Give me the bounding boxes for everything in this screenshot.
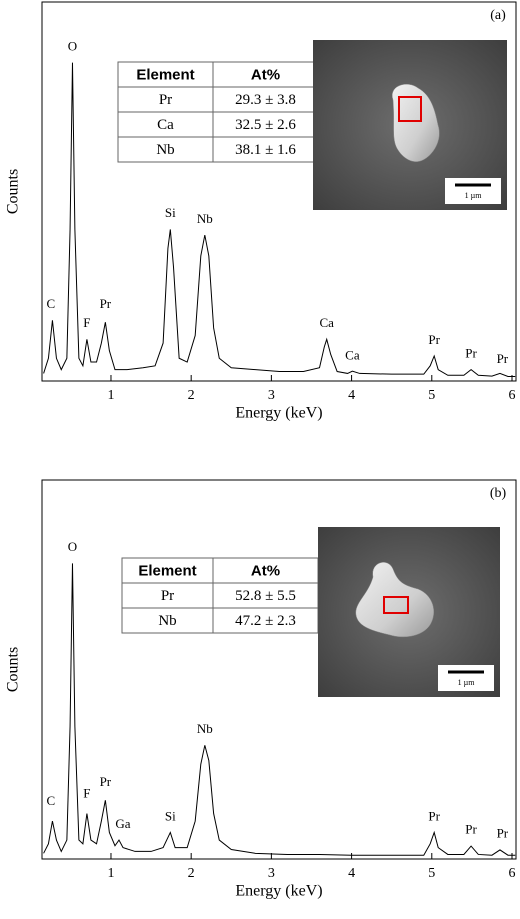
peak-label: O: [68, 38, 77, 53]
y-axis-label: Counts: [5, 647, 22, 692]
plot-frame: [41, 479, 517, 860]
peak-label: Pr: [497, 351, 509, 366]
x-tick-label: 3: [268, 866, 275, 881]
spectrum-line: [43, 62, 516, 377]
table-text: Pr: [159, 92, 172, 108]
table-text: Nb: [158, 613, 176, 629]
x-tick-label: 6: [508, 388, 515, 403]
table-text: Pr: [161, 588, 174, 604]
sem-particle: [355, 562, 434, 638]
sem-region: [398, 96, 422, 122]
y-axis-label: Counts: [5, 169, 22, 214]
peak-label: O: [68, 539, 77, 554]
panel-label: (b): [490, 486, 507, 501]
panel-label: (a): [490, 8, 506, 23]
scale-bar-label: 1 µm: [465, 191, 483, 200]
table-header: Element: [136, 66, 194, 83]
sem-image: 1 µm: [318, 527, 500, 697]
plot-frame: [41, 1, 517, 382]
peak-label: Pr: [428, 332, 440, 347]
table-text: 38.1 ± 1.6: [235, 142, 296, 158]
peak-label: Ca: [319, 315, 334, 330]
peak-label: F: [83, 315, 90, 330]
x-tick-label: 4: [348, 388, 355, 403]
x-axis-label: Energy (keV): [235, 883, 322, 900]
peak-label: Si: [165, 205, 176, 220]
peak-label: Pr: [100, 774, 112, 789]
peak-label: Pr: [465, 345, 477, 360]
peak-label: Ca: [345, 347, 360, 362]
table-header: Element: [138, 562, 196, 579]
sem-image: 1 µm: [313, 40, 507, 210]
x-tick-label: 6: [508, 866, 515, 881]
x-tick-label: 1: [107, 866, 114, 881]
x-tick-label: 5: [428, 866, 435, 881]
peak-label: Pr: [428, 808, 440, 823]
sem-particle: [391, 84, 440, 162]
scale-bar-box: [445, 178, 501, 204]
peak-label: Ga: [115, 816, 130, 831]
peak-label: Nb: [197, 211, 213, 226]
table-header: At%: [251, 66, 280, 83]
peak-label: Nb: [197, 721, 213, 736]
x-tick-label: 4: [348, 866, 355, 881]
x-tick-label: 3: [268, 388, 275, 403]
peak-label: C: [46, 296, 55, 311]
spectrum-line: [43, 563, 516, 856]
table-text: 47.2 ± 2.3: [235, 613, 296, 629]
table-text: Ca: [157, 117, 174, 133]
table-cell: [212, 61, 319, 88]
table-cell: [212, 582, 319, 609]
x-tick-label: 5: [428, 388, 435, 403]
table-cell: [212, 136, 319, 163]
x-tick-label: 2: [188, 866, 195, 881]
table-cell: [121, 607, 214, 634]
table-text: 52.8 ± 5.5: [235, 588, 296, 604]
table-cell: [121, 557, 214, 584]
x-tick-label: 1: [107, 388, 114, 403]
table-cell: [117, 86, 214, 113]
table-text: 29.3 ± 3.8: [235, 92, 296, 108]
peak-label: Pr: [465, 822, 477, 837]
peak-label: Pr: [497, 825, 509, 840]
peak-label: F: [83, 786, 90, 801]
scale-bar-box: [438, 665, 494, 691]
sem-region: [383, 596, 409, 614]
peak-label: Si: [165, 808, 176, 823]
table-header: At%: [251, 562, 280, 579]
x-tick-label: 2: [188, 388, 195, 403]
table-text: 32.5 ± 2.6: [235, 117, 296, 133]
peak-label: C: [46, 793, 55, 808]
table-text: Nb: [156, 142, 174, 158]
peak-label: Pr: [100, 296, 112, 311]
x-axis-label: Energy (keV): [235, 405, 322, 422]
scale-bar-label: 1 µm: [458, 678, 476, 687]
table-cell: [117, 111, 214, 138]
